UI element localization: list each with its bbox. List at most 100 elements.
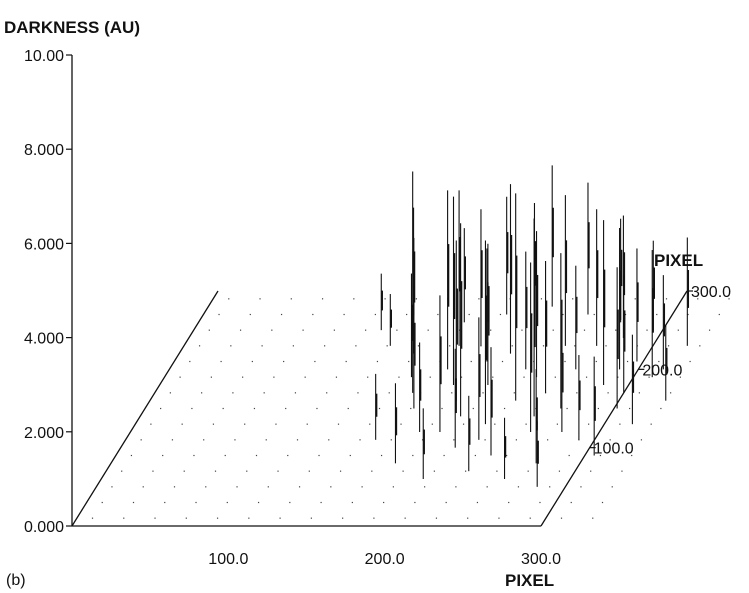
grid-dot	[371, 470, 373, 472]
grid-dot	[236, 486, 238, 488]
grid-dot	[617, 376, 619, 378]
grid-dot	[470, 360, 472, 363]
grid-dot	[183, 470, 185, 472]
grid-dot	[123, 517, 125, 519]
grid-dot	[492, 376, 494, 378]
x-tick-label: 200.0	[365, 551, 405, 568]
grid-dot	[314, 360, 316, 363]
grid-dot	[304, 376, 306, 378]
y-axis-title: PIXEL	[654, 251, 703, 270]
grid-dot	[267, 486, 269, 488]
grid-dot	[496, 470, 498, 472]
grid-dot	[427, 329, 429, 331]
grid-dot	[310, 517, 312, 519]
grid-dot	[699, 345, 701, 347]
grid-dot	[435, 517, 438, 519]
grid-dot	[369, 423, 371, 425]
grid-dot	[499, 313, 502, 316]
grid-dot	[667, 345, 670, 347]
grid-dot	[169, 392, 171, 394]
grid-dot	[218, 313, 220, 316]
grid-dot	[249, 313, 251, 316]
grid-dot	[414, 501, 416, 504]
grid-dot	[629, 407, 631, 410]
grid-dot	[257, 501, 260, 504]
grid-dot	[349, 454, 351, 457]
grid-dot	[484, 439, 486, 441]
grid-dot	[529, 517, 531, 519]
grid-dot	[437, 313, 439, 316]
tick-labels: 10.00 8.000 6.000 4.000 2.000 0.000 100.0 200.0…	[24, 48, 731, 568]
grid-dot	[482, 392, 484, 394]
grid-dot	[330, 486, 332, 488]
grid-dot	[583, 329, 586, 331]
grid-dot	[511, 345, 513, 347]
y-tick-label: 300.0	[691, 284, 731, 301]
grid-dot	[242, 376, 244, 378]
grid-dot	[433, 470, 435, 472]
grid-dot	[638, 392, 640, 394]
grid-dot	[355, 345, 357, 347]
grid-dot	[216, 517, 219, 519]
grid-dot	[277, 470, 279, 472]
grid-dot	[275, 423, 277, 425]
grid-dot	[255, 454, 258, 457]
grid-dot	[280, 313, 283, 316]
grid-dot	[554, 376, 556, 378]
grid-dot	[415, 298, 417, 300]
grid-dot	[634, 298, 636, 300]
grid-dot	[193, 454, 195, 457]
grid-dot	[353, 298, 355, 300]
grid-dot	[556, 423, 558, 425]
grid-dot	[239, 329, 242, 331]
grid-dot	[111, 486, 113, 488]
grid-dot	[160, 407, 162, 410]
grid-dot	[296, 439, 299, 441]
grid-dot	[660, 407, 662, 410]
grid-dot	[335, 376, 338, 378]
grid-dot	[214, 470, 217, 472]
z-tick-label: 2.000	[24, 425, 64, 442]
grid-dot	[198, 345, 201, 347]
z-tick-label: 0.000	[24, 519, 64, 536]
z-tick-label: 4.000	[24, 331, 64, 348]
grid-dot	[689, 360, 691, 363]
grid-dot	[285, 407, 287, 410]
grid-dot	[619, 423, 621, 425]
grid-dot	[365, 329, 367, 331]
grid-dot	[601, 501, 604, 504]
grid-dot	[503, 407, 506, 410]
grid-dot	[388, 392, 390, 394]
grid-dot	[593, 313, 595, 316]
grid-dot	[226, 501, 228, 504]
grid-dot	[501, 360, 504, 363]
grid-dot	[357, 392, 359, 394]
grid-dot	[201, 392, 203, 394]
grid-dot	[665, 298, 668, 300]
grid-dot	[210, 376, 212, 378]
data-spikes	[375, 165, 690, 487]
grid-dot	[386, 345, 388, 347]
grid-dot	[451, 392, 453, 394]
grid-dot	[549, 486, 551, 488]
grid-dot	[412, 454, 414, 457]
grid-dot	[592, 517, 594, 519]
grid-dot	[455, 486, 457, 488]
grid-dot	[486, 486, 488, 488]
grid-dot	[232, 392, 234, 394]
grid-dot	[441, 407, 443, 410]
grid-dot	[552, 329, 554, 331]
grid-dot	[658, 360, 660, 363]
grid-dot	[220, 360, 222, 363]
grid-dot	[263, 392, 265, 394]
grid-dot	[378, 407, 381, 410]
grid-dot	[609, 439, 611, 441]
grid-dot	[588, 423, 590, 425]
grid-dot	[316, 407, 318, 410]
grid-dot	[224, 454, 226, 457]
grid-dot	[453, 439, 455, 441]
grid-dot	[294, 392, 297, 394]
grid-dot	[431, 423, 433, 425]
grid-dot	[189, 360, 191, 363]
grid-dot	[468, 313, 470, 316]
